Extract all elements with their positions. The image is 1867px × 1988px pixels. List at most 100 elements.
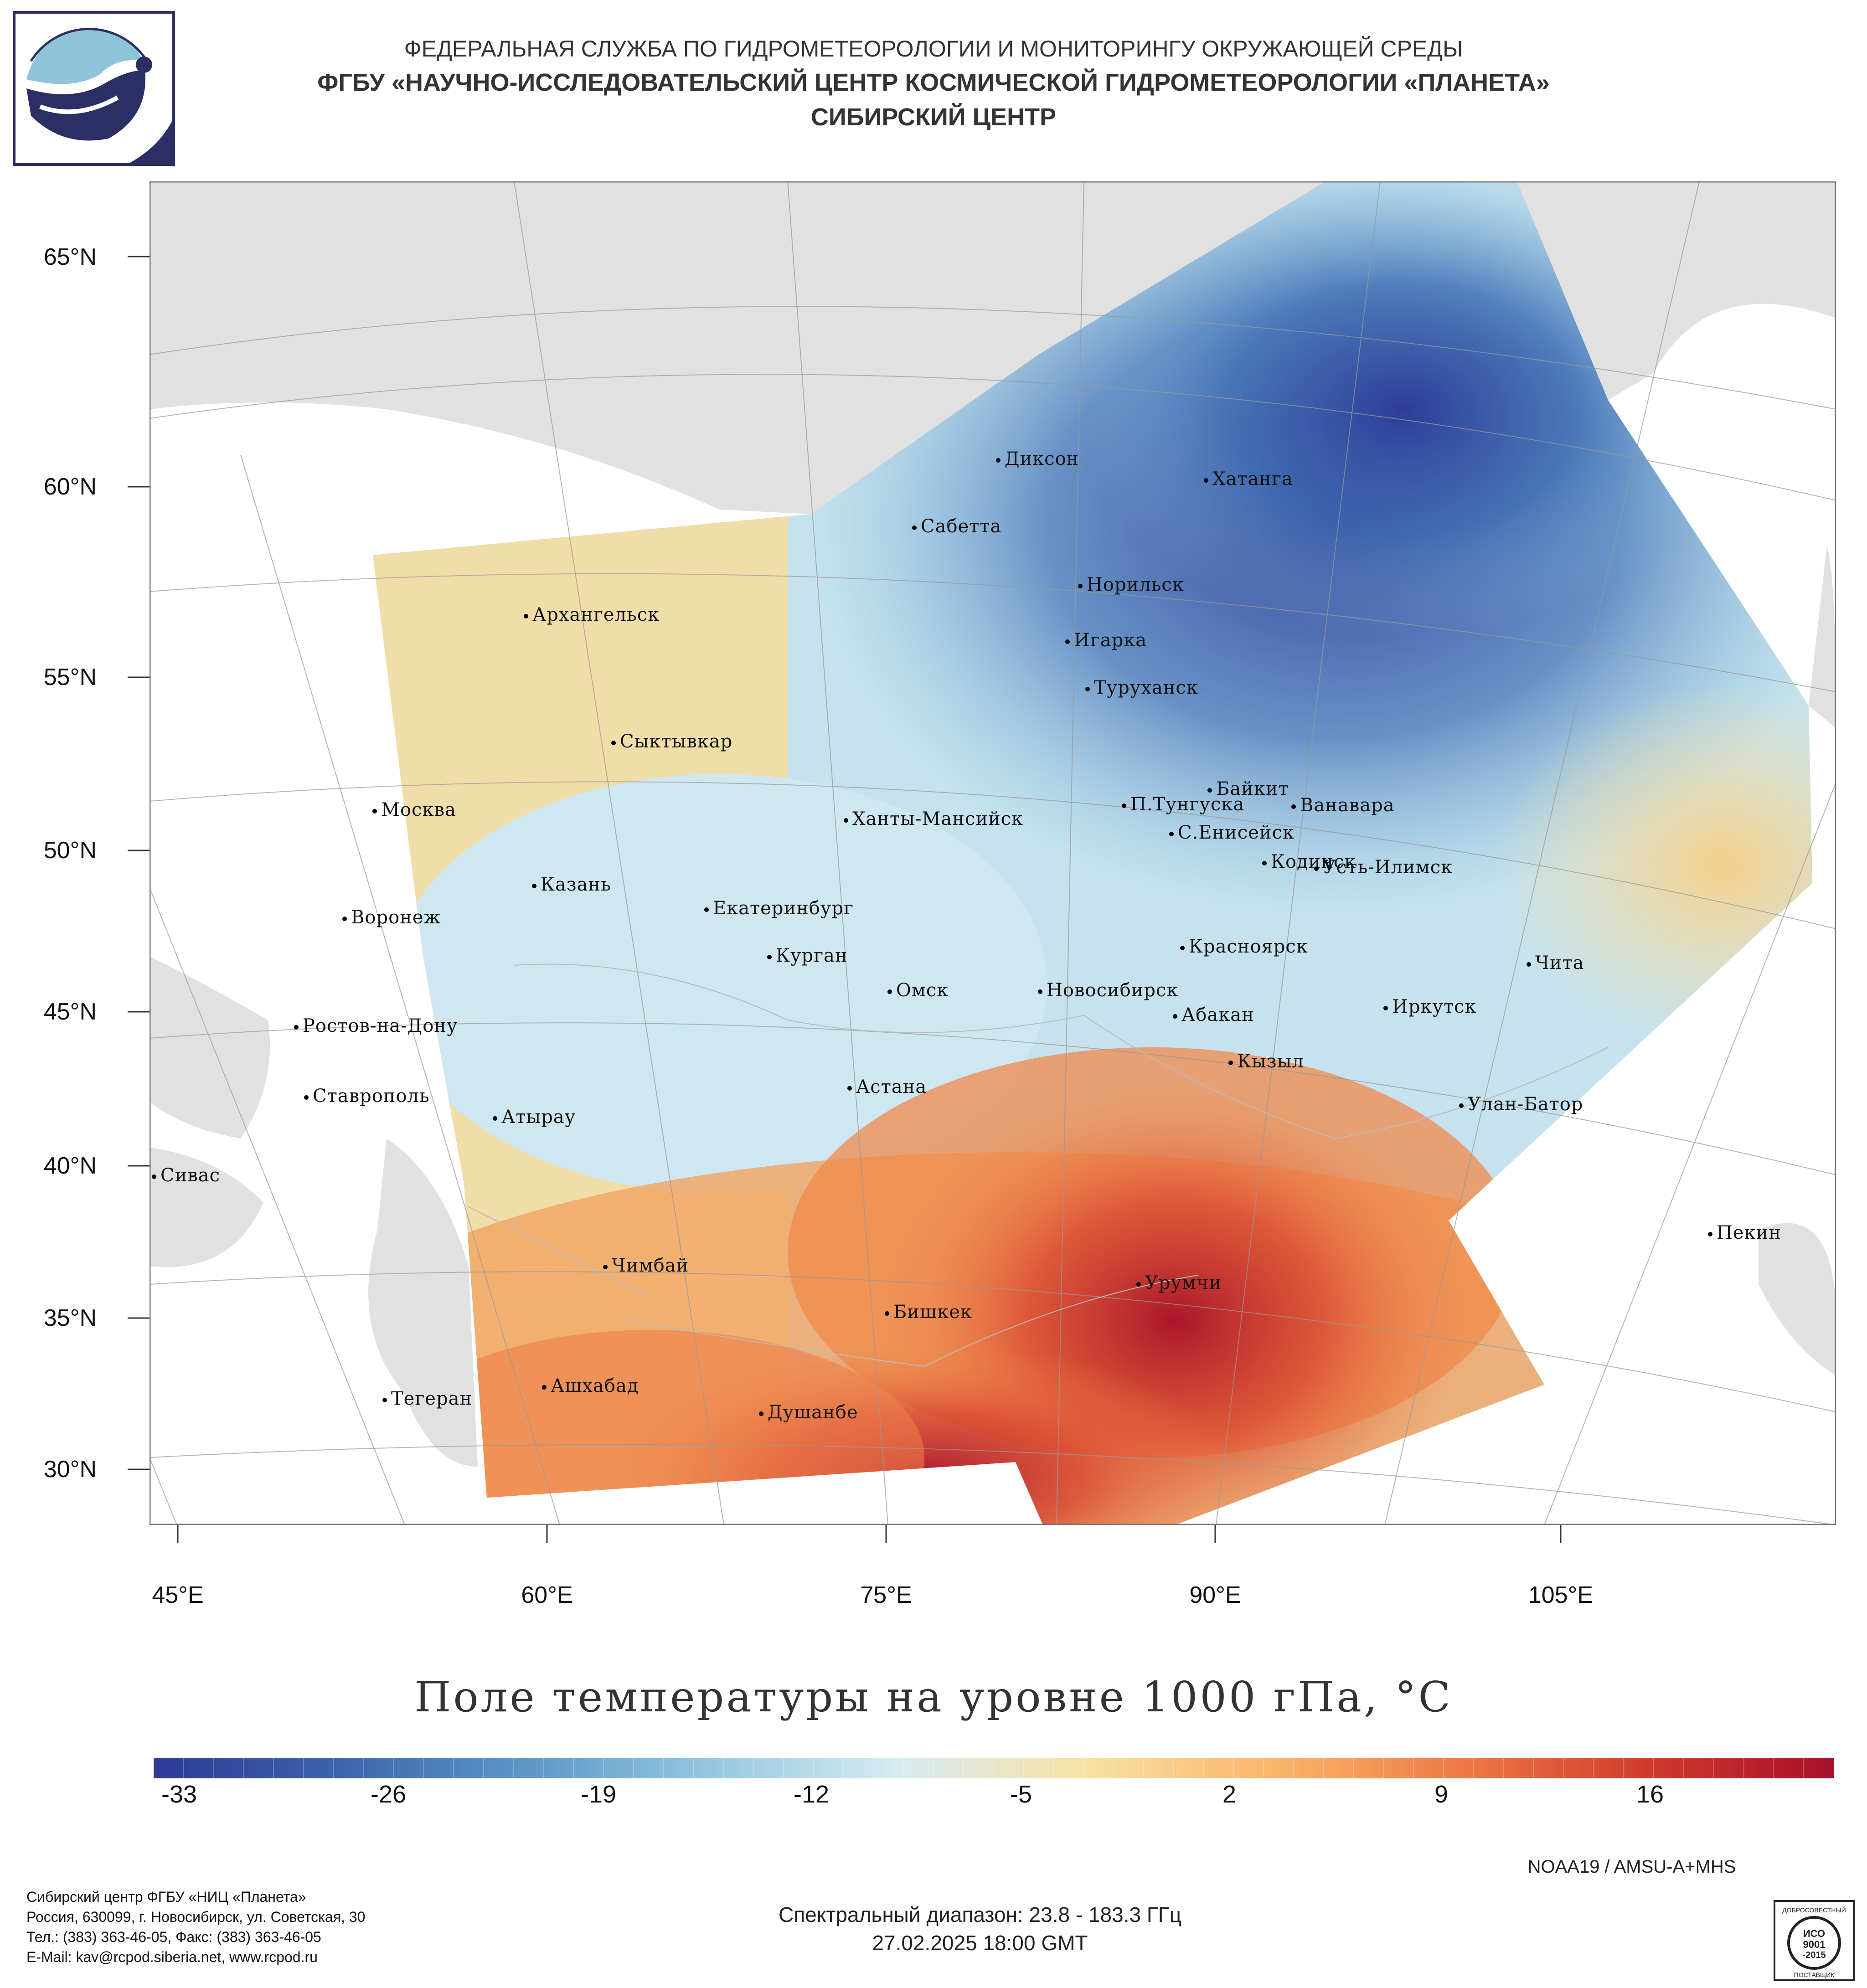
temperature-map	[150, 181, 1836, 1525]
city-marker	[1136, 1282, 1141, 1287]
city-marker	[304, 1095, 309, 1100]
lat-label-60: 60°N	[43, 474, 97, 500]
stamp-number-text: 9001	[1803, 1939, 1826, 1950]
city-marker	[611, 741, 616, 745]
header-agency: ФЕДЕРАЛЬНАЯ СЛУЖБА ПО ГИДРОМЕТЕОРОЛОГИИ …	[404, 36, 1463, 62]
city-marker	[1527, 962, 1531, 967]
colorbar-tick: -12	[793, 1781, 830, 1808]
lat-label-45: 45°N	[43, 999, 97, 1025]
city-marker	[844, 818, 848, 823]
city-marker	[1207, 788, 1212, 793]
city-label: Ванавара	[1300, 795, 1395, 816]
city-label: Воронеж	[351, 907, 441, 928]
lon-label-60: 60°E	[521, 1582, 573, 1608]
city-marker	[1262, 861, 1267, 865]
stamp-iso-text: ИСО	[1803, 1928, 1825, 1939]
city-marker	[1204, 478, 1208, 483]
city-label: Иркутск	[1392, 996, 1477, 1017]
lon-label-90: 90°E	[1189, 1582, 1241, 1608]
lon-label-105: 105°E	[1528, 1582, 1594, 1608]
city-marker	[524, 614, 528, 618]
city-label: Усть-Илимск	[1323, 857, 1453, 878]
city-marker	[1708, 1232, 1712, 1236]
satellite-info: NOAA19 / AMSU-A+MHS	[1527, 1857, 1736, 1877]
city-marker	[1459, 1103, 1464, 1108]
city-marker	[1180, 946, 1185, 950]
city-marker	[1173, 1014, 1177, 1019]
city-label: Чита	[1535, 953, 1584, 973]
city-marker	[887, 989, 892, 994]
city-label: Ашхабад	[551, 1375, 639, 1396]
city-marker	[767, 955, 772, 959]
city-marker	[1065, 639, 1070, 644]
city-label: Ставрополь	[313, 1086, 430, 1107]
footer-contacts: E-Mail: kav@rcpod.siberia.net, www.rcpod…	[26, 1949, 318, 1965]
city-label: Сыктывкар	[620, 731, 733, 752]
city-label: С.Енисейск	[1178, 822, 1295, 843]
colorbar-tick: -26	[370, 1781, 407, 1808]
city-label: Красноярск	[1189, 936, 1308, 957]
city-label: Урумчи	[1145, 1272, 1222, 1293]
footer-address: Россия, 630099, г. Новосибирск, ул. Сове…	[26, 1909, 366, 1925]
lon-label-75: 75°E	[860, 1582, 912, 1608]
colorbar-tick: -33	[161, 1781, 197, 1808]
city-label: Кодинск	[1271, 851, 1356, 872]
city-marker	[1291, 804, 1296, 809]
colorbar-tick: 16	[1636, 1781, 1664, 1808]
city-label: Байкит	[1216, 778, 1289, 799]
city-marker	[382, 1398, 387, 1402]
city-label: Тегеран	[391, 1388, 473, 1409]
city-label: Туруханск	[1094, 677, 1198, 698]
lon-label-45: 45°E	[152, 1582, 204, 1608]
lat-label-35: 35°N	[43, 1305, 97, 1331]
city-label: Архангельск	[532, 604, 660, 625]
city-marker	[885, 1311, 889, 1316]
city-label: Екатеринбург	[713, 898, 854, 919]
city-marker	[996, 458, 1001, 463]
city-label: Хатанга	[1212, 469, 1293, 489]
stamp-top-text: ДОБРОСОВЕСТНЫЙ	[1782, 1906, 1846, 1914]
city-label: Пекин	[1717, 1222, 1781, 1243]
city-marker	[152, 1174, 156, 1179]
city-label: Атырау	[501, 1107, 576, 1128]
footer-phone: Тел.: (383) 363-46-05, Факс: (383) 363-4…	[26, 1929, 321, 1945]
header-center: СИБИРСКИЙ ЦЕНТР	[810, 103, 1057, 131]
city-label: Норильск	[1087, 574, 1184, 595]
city-marker	[1314, 866, 1319, 871]
stamp-bottom-text: ПОСТАВЩИК	[1794, 1971, 1835, 1978]
colorbar-gradient	[154, 1758, 1834, 1778]
city-label: Чимбай	[612, 1255, 689, 1276]
city-label: Душанбе	[768, 1402, 858, 1423]
city-label: Ханты-Мансийск	[852, 809, 1024, 829]
city-marker	[372, 809, 377, 814]
lat-label-50: 50°N	[43, 837, 97, 864]
lat-label-55: 55°N	[43, 664, 97, 690]
city-marker	[542, 1385, 547, 1390]
city-marker	[603, 1265, 608, 1269]
colorbar-tick: -5	[1010, 1781, 1032, 1808]
city-marker	[847, 1086, 852, 1091]
city-label: Москва	[381, 799, 456, 820]
city-label: П.Тунгуска	[1130, 794, 1245, 815]
city-label: Ростов-на-Дону	[303, 1015, 458, 1036]
city-label: Сабетта	[921, 516, 1002, 537]
city-label: Омск	[896, 980, 949, 1001]
lat-label-30: 30°N	[43, 1456, 97, 1483]
footer-org: Сибирский центр ФГБУ «НИЦ «Планета»	[26, 1889, 306, 1905]
observation-datetime: 27.02.2025 18:00 GMT	[872, 1931, 1088, 1955]
stamp-year-text: -2015	[1802, 1950, 1826, 1960]
city-label: Абакан	[1181, 1004, 1254, 1025]
lon-ticks	[177, 1525, 1562, 1543]
city-label: Диксон	[1005, 448, 1079, 469]
city-marker	[1383, 1006, 1388, 1010]
city-marker	[759, 1411, 763, 1416]
city-label: Астана	[856, 1076, 927, 1097]
lat-label-65: 65°N	[43, 244, 97, 270]
city-marker	[532, 884, 536, 888]
city-marker	[704, 907, 709, 912]
iso-stamp: ДОБРОСОВЕСТНЫЙ ИСО 9001 -2015 ПОСТАВЩИК	[1774, 1900, 1855, 1981]
city-label: Сивас	[160, 1165, 221, 1186]
city-marker	[342, 917, 347, 921]
lat-ticks	[128, 256, 150, 1470]
colorbar-tick: -19	[580, 1781, 617, 1808]
